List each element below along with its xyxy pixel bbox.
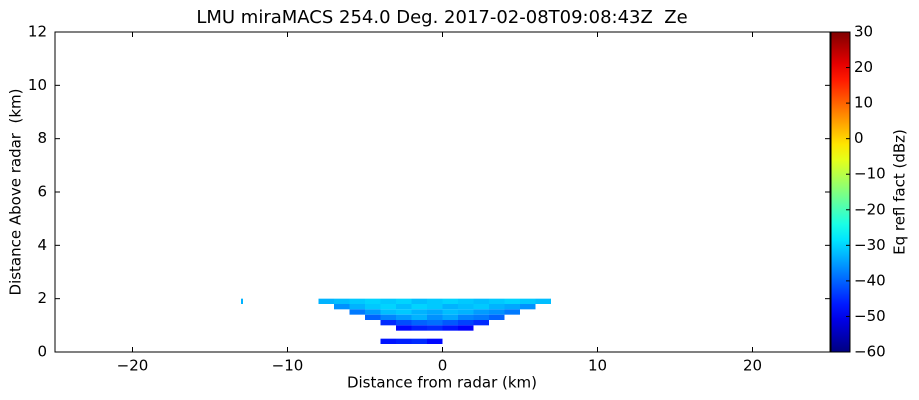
y-axis-label: Distance Above radar (km) <box>7 89 25 296</box>
echo-cell <box>365 304 381 310</box>
x-axis-label: Distance from radar (km) <box>347 374 537 392</box>
echo-cell <box>473 298 489 304</box>
echo-cell <box>396 309 412 315</box>
y-tick-label: 6 <box>37 183 47 201</box>
colorbar-label: Eq refl fact (dBz) <box>891 129 909 255</box>
echo-cell <box>380 314 396 320</box>
echo-cell <box>318 298 334 304</box>
colorbar-tick-label: 20 <box>854 58 873 76</box>
echo-cell <box>489 314 505 320</box>
echo-cell <box>442 298 458 304</box>
echo-cell <box>411 304 427 310</box>
echo-cell <box>458 304 474 310</box>
echo-cell <box>473 304 489 310</box>
echo-cell <box>458 320 474 326</box>
echo-cell <box>349 309 365 315</box>
echo-cell <box>334 298 350 304</box>
y-tick-label: 8 <box>37 129 47 147</box>
echo-cell <box>427 338 443 344</box>
colorbar-tick-label: −10 <box>854 165 886 183</box>
echo-cell <box>504 298 520 304</box>
echo-cell <box>427 325 443 331</box>
echo-cell <box>396 320 412 326</box>
echo-cell <box>458 309 474 315</box>
echo-cell <box>442 314 458 320</box>
echo-cell <box>334 304 350 310</box>
echo-cell <box>396 298 412 304</box>
echo-cell <box>427 309 443 315</box>
echo-cell <box>427 314 443 320</box>
echo-cell <box>365 298 381 304</box>
x-tick-label: 10 <box>588 357 607 375</box>
echo-cell <box>473 309 489 315</box>
colorbar-tick-label: 10 <box>854 94 873 112</box>
echo-cell <box>427 304 443 310</box>
echo-cell <box>380 338 396 344</box>
y-tick-label: 2 <box>37 289 47 307</box>
x-tick-label: −20 <box>117 357 149 375</box>
echo-cell <box>458 298 474 304</box>
echo-cell <box>396 338 412 344</box>
y-tick-label: 12 <box>28 23 47 41</box>
echo-cell <box>411 338 427 344</box>
colorbar-tick-label: −60 <box>854 343 886 361</box>
echo-cell <box>427 320 443 326</box>
echo-cell <box>427 298 443 304</box>
colorbar-tick-label: −20 <box>854 200 886 218</box>
echo-cell <box>504 309 520 315</box>
x-tick-label: 0 <box>438 357 448 375</box>
colorbar-tick-label: −40 <box>854 271 886 289</box>
echo-cell <box>365 309 381 315</box>
x-tick-label: 20 <box>743 357 762 375</box>
colorbar-tick-label: 0 <box>854 129 864 147</box>
y-tick-label: 0 <box>37 343 47 361</box>
echo-cell <box>365 314 381 320</box>
echo-cell <box>349 304 365 310</box>
echo-cell <box>458 314 474 320</box>
echo-cell <box>380 309 396 315</box>
echo-cell <box>411 298 427 304</box>
echo-cell <box>396 325 412 331</box>
chart-title: LMU miraMACS 254.0 Deg. 2017-02-08T09:08… <box>196 7 687 28</box>
echo-cell <box>380 320 396 326</box>
colorbar-tick-label: −50 <box>854 307 886 325</box>
echo-cell <box>442 320 458 326</box>
echo-cell <box>504 304 520 310</box>
echo-cell <box>442 304 458 310</box>
echo-cell <box>489 309 505 315</box>
echo-cell <box>520 298 536 304</box>
colorbar-tick-label: 30 <box>854 23 873 41</box>
echo-cell <box>349 298 365 304</box>
echo-cell <box>241 298 243 304</box>
echo-cell <box>442 325 458 331</box>
x-tick-label: −10 <box>272 357 304 375</box>
colorbar <box>830 31 851 353</box>
echo-cell <box>458 325 474 331</box>
echo-cell <box>489 304 505 310</box>
echo-cell <box>520 304 536 310</box>
echo-cell <box>442 309 458 315</box>
echo-cell <box>380 298 396 304</box>
y-tick-label: 10 <box>28 76 47 94</box>
echo-cell <box>380 304 396 310</box>
echo-cell <box>473 314 489 320</box>
y-tick-label: 4 <box>37 236 47 254</box>
echo-cell <box>396 314 412 320</box>
echo-cell <box>411 320 427 326</box>
echo-cell <box>473 320 489 326</box>
echo-cell <box>411 325 427 331</box>
echo-cell <box>489 298 505 304</box>
echo-cell <box>411 314 427 320</box>
echo-cell <box>396 304 412 310</box>
echo-cell <box>535 298 551 304</box>
echo-cell <box>411 309 427 315</box>
colorbar-tick-label: −30 <box>854 236 886 254</box>
